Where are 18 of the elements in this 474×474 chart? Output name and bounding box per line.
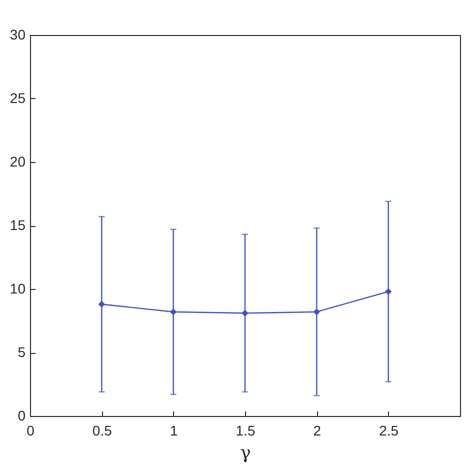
- x-tick-label: 2: [313, 422, 322, 438]
- y-tick-label: 15: [10, 217, 26, 233]
- y-tick-label: 0: [18, 408, 26, 424]
- point: [384, 288, 392, 295]
- x-tick-label: 0.5: [92, 422, 112, 438]
- x-tick-label: 1.5: [236, 422, 256, 438]
- x-tick-label: 1: [170, 422, 178, 438]
- point: [98, 300, 106, 308]
- x-tick-label: 2.5: [379, 422, 399, 438]
- point: [313, 308, 320, 316]
- y-tick-label: 10: [10, 280, 26, 296]
- y-tick-label: 20: [10, 154, 26, 170]
- point: [170, 308, 177, 316]
- x-axis-title: γ: [240, 442, 251, 464]
- y-tick-label: 30: [10, 26, 26, 42]
- y-tick-label: 25: [10, 90, 26, 106]
- y-tick-label: 5: [18, 344, 26, 360]
- point: [242, 310, 248, 316]
